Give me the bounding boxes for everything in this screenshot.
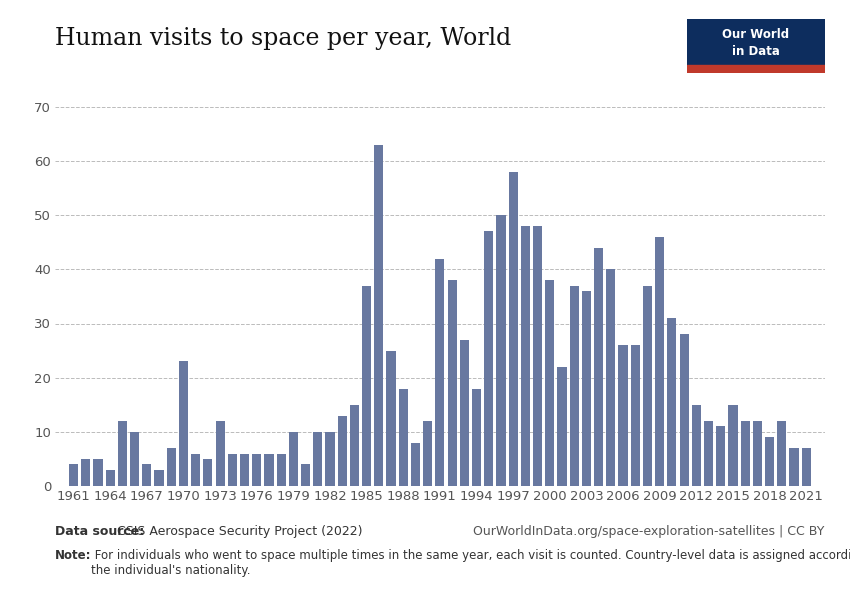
Bar (717, 427, 725, 486)
Bar (753, 421, 762, 486)
Bar (570, 286, 579, 486)
Bar (326, 432, 335, 486)
Bar (301, 464, 310, 486)
Bar (667, 318, 677, 486)
Bar (679, 334, 689, 486)
Bar (508, 172, 518, 486)
Bar (704, 421, 713, 486)
Bar (545, 280, 554, 486)
Bar (374, 145, 383, 486)
Bar (155, 470, 163, 486)
Bar (692, 405, 701, 486)
Text: CSIS Aerospace Security Project (2022): CSIS Aerospace Security Project (2022) (113, 525, 363, 538)
Bar (228, 454, 237, 486)
Bar (790, 448, 798, 486)
Bar (802, 448, 811, 486)
Text: Our World: Our World (722, 28, 789, 41)
Bar (94, 459, 103, 486)
Bar (387, 350, 395, 486)
Bar (472, 389, 481, 486)
Text: Human visits to space per year, World: Human visits to space per year, World (55, 27, 512, 50)
Bar (777, 421, 786, 486)
Bar (765, 437, 774, 486)
Bar (581, 291, 591, 486)
Bar (289, 432, 298, 486)
Bar (435, 259, 445, 486)
Bar (130, 432, 139, 486)
Text: Data source:: Data source: (55, 525, 144, 538)
Bar (276, 454, 286, 486)
Bar (558, 367, 567, 486)
Bar (313, 432, 322, 486)
Bar (728, 405, 738, 486)
Bar (191, 454, 201, 486)
Bar (167, 448, 176, 486)
Bar (350, 405, 359, 486)
Bar (606, 269, 615, 486)
Bar (460, 340, 469, 486)
Bar (105, 470, 115, 486)
Bar (655, 237, 664, 486)
Bar (423, 421, 433, 486)
Bar (142, 464, 151, 486)
Bar (484, 232, 493, 486)
Bar (178, 361, 188, 486)
Bar (619, 345, 627, 486)
Bar (643, 286, 652, 486)
Bar (631, 345, 640, 486)
Bar (240, 454, 249, 486)
Bar (687, 65, 824, 73)
Bar (496, 215, 506, 486)
Bar (411, 443, 420, 486)
Bar (362, 286, 371, 486)
Bar (264, 454, 274, 486)
Bar (252, 454, 261, 486)
Bar (399, 389, 408, 486)
Bar (118, 421, 127, 486)
Bar (69, 464, 78, 486)
Text: For individuals who went to space multiple times in the same year, each visit is: For individuals who went to space multip… (91, 549, 850, 577)
Bar (594, 248, 604, 486)
Bar (447, 280, 456, 486)
Bar (521, 226, 530, 486)
Bar (337, 416, 347, 486)
Bar (533, 226, 542, 486)
Bar (216, 421, 224, 486)
Bar (203, 459, 212, 486)
Text: in Data: in Data (732, 45, 779, 58)
Text: Note:: Note: (55, 549, 92, 562)
Bar (740, 421, 750, 486)
Bar (82, 459, 90, 486)
Text: OurWorldInData.org/space-exploration-satellites | CC BY: OurWorldInData.org/space-exploration-sat… (473, 525, 824, 538)
